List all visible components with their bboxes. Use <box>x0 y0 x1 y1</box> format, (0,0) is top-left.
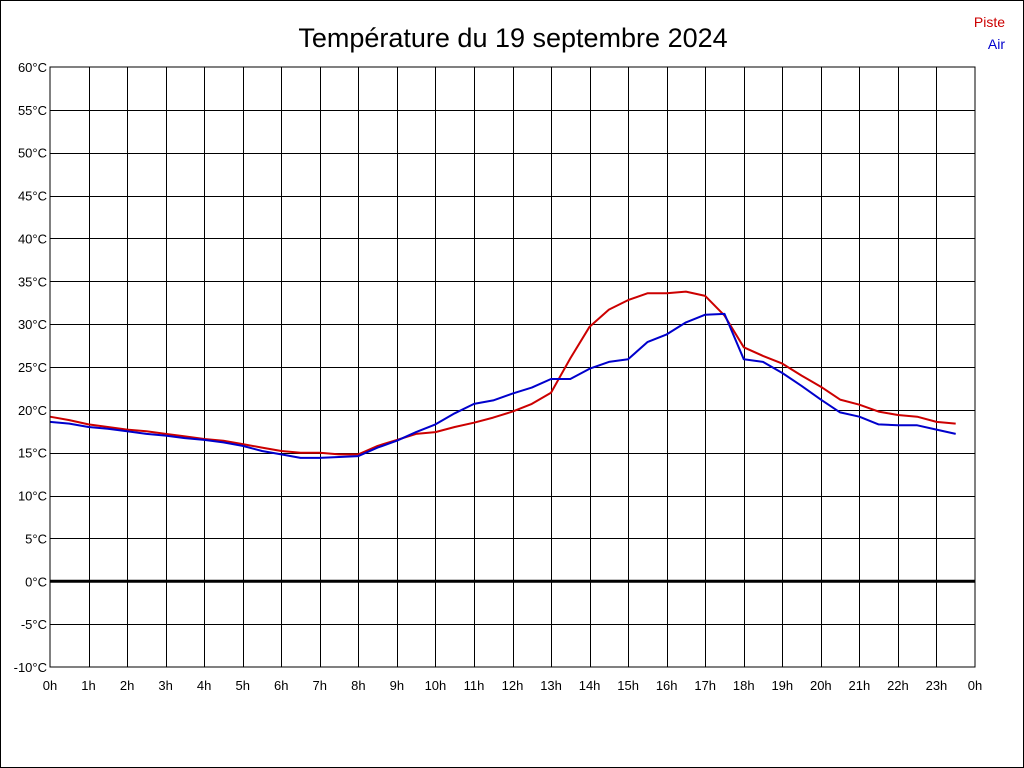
x-tick-label: 12h <box>502 678 524 693</box>
x-tick-label: 2h <box>120 678 134 693</box>
x-tick-labels: 0h 1h 2h 3h 4h 5h 6h 7h 8h 9h 10h 11h 12h 13h 14h 15h 16… <box>43 678 982 693</box>
x-tick-label: 16h <box>656 678 678 693</box>
series-line-piste <box>49 290 956 456</box>
chart-title: Température du 19 septembre 2024 <box>298 23 727 53</box>
legend-entry-air: Air <box>988 36 1005 52</box>
y-tick-label: 20°C <box>18 403 47 418</box>
legend-entry-piste: Piste <box>974 14 1005 30</box>
y-tick-label: 30°C <box>18 317 47 332</box>
x-tick-label: 23h <box>926 678 948 693</box>
x-tick-label: 9h <box>390 678 404 693</box>
y-tick-labels: -10°C -5°C 0°C 5°C 10°C 15°C 20°C 25°C 30°C 35°C 4… <box>14 60 47 675</box>
x-tick-label: 11h <box>464 678 485 693</box>
y-tick-label: 40°C <box>18 231 47 246</box>
x-tick-label: 1h <box>81 678 95 693</box>
y-tick-label: -10°C <box>14 660 47 675</box>
y-tick-label: 45°C <box>18 189 47 204</box>
y-tick-label: 60°C <box>18 60 47 75</box>
x-tick-label: 5h <box>235 678 249 693</box>
y-tick-label: 35°C <box>18 274 47 289</box>
legend: Piste Air <box>974 14 1005 52</box>
x-tick-label: 18h <box>733 678 755 693</box>
y-tick-label: 50°C <box>18 146 47 161</box>
y-tick-label: -5°C <box>21 617 47 632</box>
x-tick-label: 0h <box>968 678 982 693</box>
x-tick-label: 7h <box>313 678 327 693</box>
y-tick-label: 5°C <box>25 531 47 546</box>
grid <box>50 67 975 667</box>
x-tick-label: 0h <box>43 678 57 693</box>
x-tick-label: 19h <box>771 678 793 693</box>
series-layer <box>49 290 956 459</box>
x-tick-label: 22h <box>887 678 909 693</box>
y-tick-label: 15°C <box>18 446 47 461</box>
x-tick-label: 6h <box>274 678 288 693</box>
series-line-air <box>49 312 956 459</box>
x-tick-label: 20h <box>810 678 832 693</box>
x-tick-label: 4h <box>197 678 211 693</box>
x-tick-label: 17h <box>694 678 716 693</box>
x-tick-label: 15h <box>617 678 639 693</box>
x-tick-label: 3h <box>158 678 172 693</box>
x-tick-label: 14h <box>579 678 601 693</box>
x-tick-label: 8h <box>351 678 365 693</box>
y-tick-label: 0°C <box>25 574 47 589</box>
plot-area-border <box>49 66 976 668</box>
x-tick-label: 21h <box>849 678 871 693</box>
y-tick-label: 10°C <box>18 489 47 504</box>
y-tick-label: 25°C <box>18 360 47 375</box>
y-tick-label: 55°C <box>18 103 47 118</box>
x-tick-label: 13h <box>540 678 562 693</box>
x-tick-label: 10h <box>425 678 447 693</box>
